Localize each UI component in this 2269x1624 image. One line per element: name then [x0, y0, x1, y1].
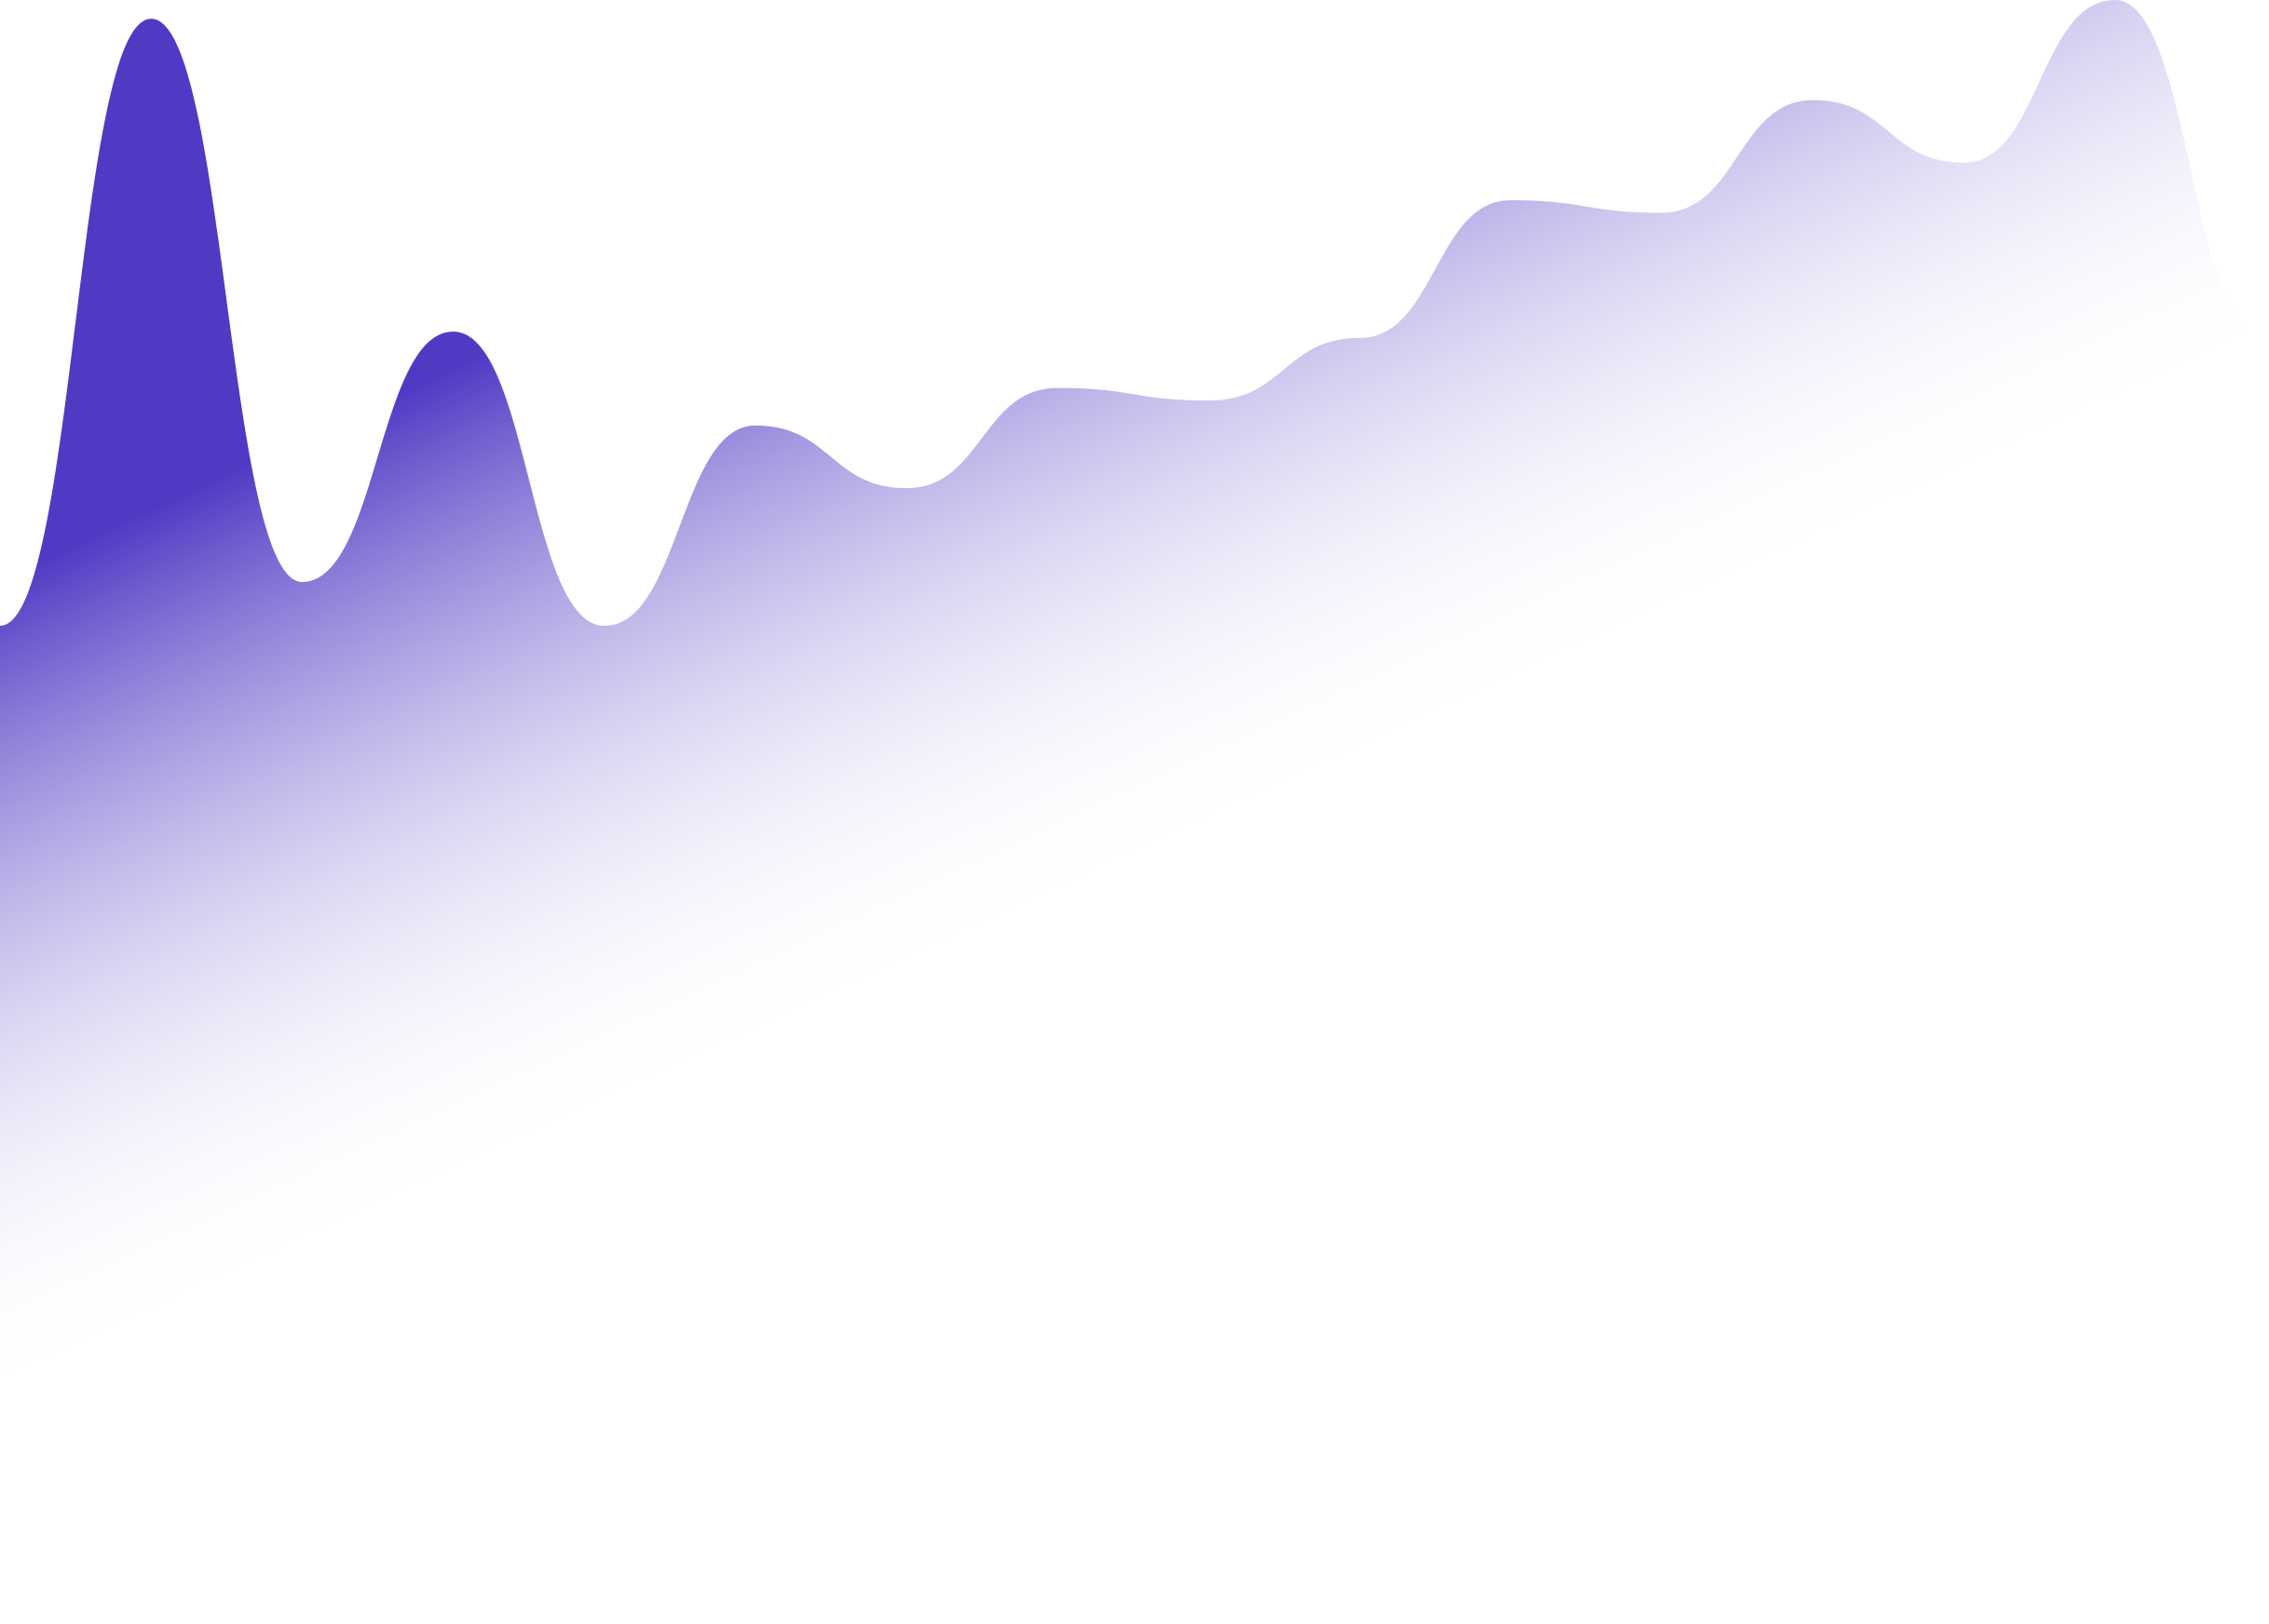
data-point-0-3	[451, 329, 456, 334]
data-point-0-7	[1054, 386, 1060, 391]
data-point-0-10	[1508, 197, 1514, 203]
data-point-0-1	[148, 16, 154, 21]
data-point-0-13	[1962, 160, 1967, 166]
data-point-0-8	[1206, 398, 1212, 403]
data-point-0-9	[1357, 335, 1363, 341]
data-point-0-4	[602, 623, 607, 629]
data-point-0-15	[2263, 335, 2269, 341]
data-point-0-6	[904, 485, 909, 491]
data-point-0-11	[1659, 210, 1664, 215]
data-point-0-5	[753, 423, 758, 428]
data-point-0-2	[299, 579, 305, 585]
data-point-0-12	[1810, 98, 1815, 103]
